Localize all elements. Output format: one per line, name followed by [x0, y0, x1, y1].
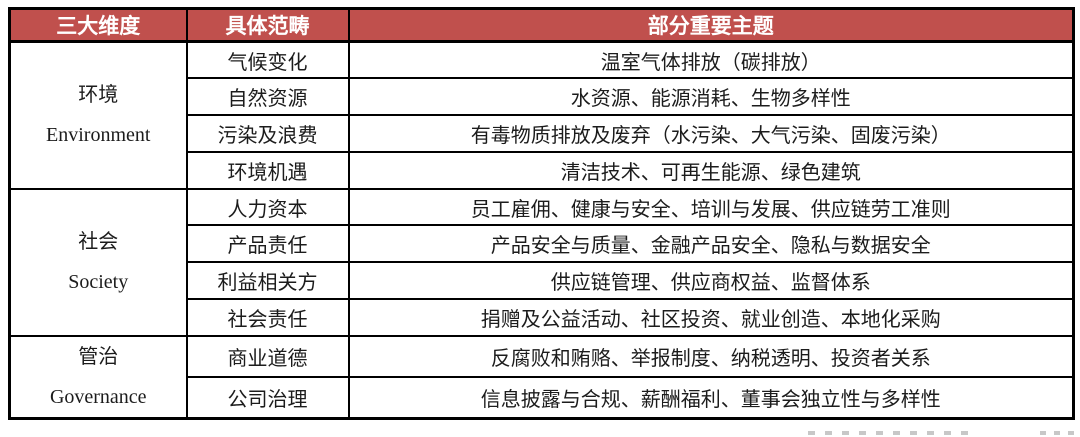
- topics-cell: 信息披露与合规、薪酬福利、董事会独立性与多样性: [347, 376, 1075, 420]
- table-row: 污染及浪费 有毒物质排放及废弃（水污染、大气污染、固废污染）: [10, 114, 1075, 153]
- topics-cell: 温室气体排放（碳排放）: [347, 40, 1075, 80]
- table-row: 管治 Governance 商业道德 反腐败和贿赂、举报制度、纳税透明、投资者关…: [8, 334, 1075, 420]
- topics-cell: 反腐败和贿赂、举报制度、纳税透明、投资者关系: [347, 334, 1075, 379]
- category-cell: 商业道德: [185, 334, 350, 379]
- category-cell: 利益相关方: [185, 261, 350, 301]
- table-row: 公司治理 信息披露与合规、薪酬福利、董事会独立性与多样性: [10, 376, 1075, 420]
- category-cell: 自然资源: [185, 77, 350, 117]
- table-row: 环境机遇 清洁技术、可再生能源、绿色建筑: [10, 150, 1075, 190]
- topics-cell: 员工雇佣、健康与安全、培训与发展、供应链劳工准则: [347, 187, 1075, 227]
- dimension-en: Governance: [49, 385, 147, 408]
- table-row: 自然资源 水资源、能源消耗、生物多样性: [10, 77, 1075, 117]
- header-topics: 部分重要主题: [347, 7, 1075, 43]
- category-cell: 公司治理: [185, 376, 350, 420]
- category-cell: 气候变化: [185, 40, 350, 80]
- topics-cell: 供应链管理、供应商权益、监督体系: [347, 261, 1075, 301]
- topics-cell: 捐赠及公益活动、社区投资、就业创造、本地化采购: [347, 298, 1075, 337]
- dimension-cell-environment: 环境 Environment: [8, 40, 188, 190]
- table-body: 环境 Environment 气候变化 温室气体排放（碳排放） 自然资源 水资源…: [8, 40, 1075, 420]
- table-row: 产品责任 产品安全与质量、金融产品安全、隐私与数据安全: [10, 224, 1075, 264]
- dimension-cell-governance: 管治 Governance: [8, 334, 188, 420]
- cropped-text-remnant: [808, 431, 968, 435]
- topics-cell: 有毒物质排放及废弃（水污染、大气污染、固废污染）: [347, 114, 1075, 153]
- header-category: 具体范畴: [185, 7, 350, 43]
- category-cell: 产品责任: [185, 224, 350, 264]
- table-row: 社会 Society 人力资本 员工雇佣、健康与安全、培训与发展、供应链劳工准则: [8, 187, 1075, 337]
- table-row: 社会责任 捐赠及公益活动、社区投资、就业创造、本地化采购: [10, 298, 1075, 337]
- cropped-text-remnant: [1040, 431, 1074, 435]
- dimension-zh: 管治: [78, 345, 119, 368]
- dimension-zh: 环境: [78, 84, 119, 107]
- esg-table: 三大维度 具体范畴 部分重要主题 环境 Environment 气候变化 温室气…: [8, 7, 1075, 420]
- dimension-zh: 社会: [78, 231, 119, 254]
- table-row: 环境 Environment 气候变化 温室气体排放（碳排放）: [8, 40, 1075, 190]
- category-cell: 环境机遇: [185, 150, 350, 190]
- dimension-cell-society: 社会 Society: [8, 187, 188, 337]
- category-cell: 污染及浪费: [185, 114, 350, 153]
- topics-cell: 产品安全与质量、金融产品安全、隐私与数据安全: [347, 224, 1075, 264]
- dimension-en: Environment: [46, 124, 151, 147]
- dimension-en: Society: [68, 271, 129, 294]
- header-dimension: 三大维度: [8, 7, 188, 43]
- table-header: 三大维度 具体范畴 部分重要主题: [8, 7, 1075, 43]
- header-row: 三大维度 具体范畴 部分重要主题: [8, 7, 1075, 43]
- topics-cell: 清洁技术、可再生能源、绿色建筑: [347, 150, 1075, 190]
- topics-cell: 水资源、能源消耗、生物多样性: [347, 77, 1075, 117]
- category-cell: 人力资本: [185, 187, 350, 227]
- category-cell: 社会责任: [185, 298, 350, 337]
- table-row: 利益相关方 供应链管理、供应商权益、监督体系: [10, 261, 1075, 301]
